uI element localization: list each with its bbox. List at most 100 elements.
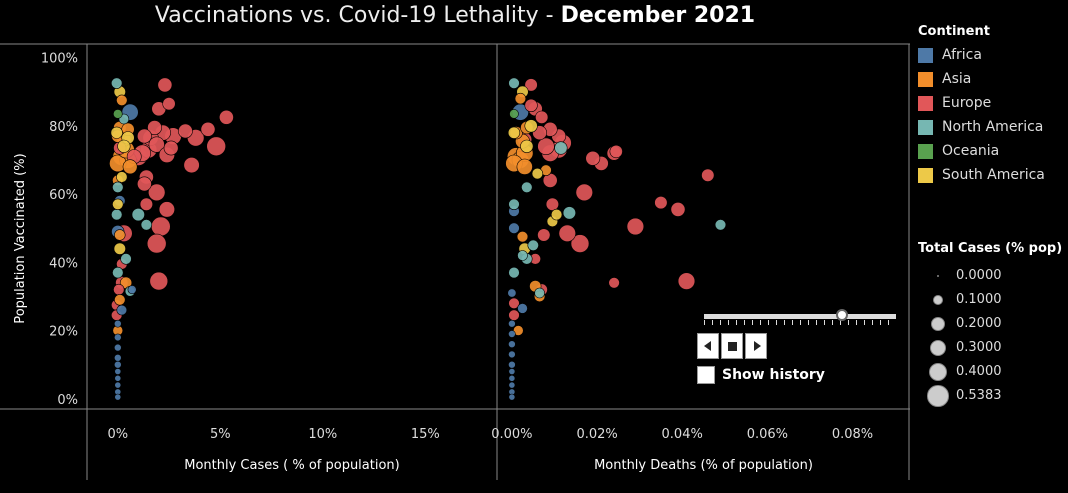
time-slider-thumb[interactable] [836,309,849,321]
deaths-point-africa[interactable] [508,222,520,234]
deaths-point-europe[interactable] [677,272,696,290]
cases-point-europe[interactable] [200,121,216,137]
deaths-point-africa[interactable] [508,319,516,328]
deaths-point-south-america[interactable] [550,208,563,221]
cases-point-africa[interactable] [114,368,122,375]
cases-point-europe[interactable] [113,283,125,296]
deaths-point-africa[interactable] [508,374,516,382]
deaths-point-north-america[interactable] [508,198,520,211]
cases-point-south-america[interactable] [117,139,131,153]
cases-point-europe[interactable] [177,123,193,139]
cases-point-asia[interactable] [122,159,138,175]
deaths-point-africa[interactable] [508,360,516,369]
deaths-point-north-america[interactable] [521,181,533,194]
cases-point-africa[interactable] [114,360,122,369]
deaths-point-europe[interactable] [537,137,555,156]
deaths-point-europe[interactable] [626,217,645,236]
cases-point-europe[interactable] [139,197,153,211]
deaths-point-europe[interactable] [535,110,549,124]
deaths-point-africa[interactable] [508,350,516,359]
show-history-checkbox[interactable] [697,366,715,384]
deaths-point-south-america[interactable] [524,119,538,133]
deaths-point-europe[interactable] [508,297,520,309]
cases-point-north-america[interactable] [112,181,124,194]
deaths-point-north-america[interactable] [554,141,568,155]
time-slider[interactable] [704,314,896,319]
cases-point-south-america[interactable] [113,242,126,255]
deaths-point-europe[interactable] [608,277,620,289]
cases-point-europe[interactable] [206,136,226,157]
legend-item-oceania[interactable]: Oceania [918,139,1066,163]
cases-point-europe[interactable] [158,201,175,218]
deaths-point-europe[interactable] [570,234,590,253]
deaths-point-asia[interactable] [516,231,529,243]
deaths-point-north-america[interactable] [534,287,545,299]
deaths-point-asia[interactable] [516,158,533,175]
deaths-point-south-america[interactable] [531,167,544,180]
deaths-point-europe[interactable] [670,201,686,217]
deaths-point-europe[interactable] [524,78,538,92]
cases-point-north-america[interactable] [140,219,153,231]
cases-point-south-america[interactable] [116,171,128,183]
cases-point-europe[interactable] [163,140,179,156]
cases-point-europe[interactable] [136,176,152,192]
cases-point-africa[interactable] [114,353,122,362]
cases-point-africa[interactable] [114,333,122,342]
cases-point-africa[interactable] [114,319,122,328]
cases-point-europe[interactable] [146,233,167,254]
deaths-point-asia[interactable] [514,92,527,105]
cases-point-africa[interactable] [114,374,122,382]
stop-button[interactable] [721,333,743,359]
cases-point-europe[interactable] [149,271,169,291]
legend-item-south-america[interactable]: South America [918,163,1066,187]
cases-point-africa[interactable] [127,285,137,295]
cases-point-europe[interactable] [162,97,176,111]
cases-point-europe[interactable] [148,136,165,153]
deaths-point-north-america[interactable] [508,266,520,279]
legend-item-africa[interactable]: Africa [918,43,1066,67]
deaths-point-europe[interactable] [524,98,538,112]
legend-item-north-america[interactable]: North America [918,115,1066,139]
cases-point-europe[interactable] [136,128,152,144]
cases-point-north-america[interactable] [110,208,123,221]
deaths-point-europe[interactable] [545,197,560,211]
cases-point-north-america[interactable] [112,266,124,279]
cases-point-europe[interactable] [157,77,173,93]
cases-point-north-america[interactable] [120,253,132,265]
cases-point-asia[interactable] [114,294,126,306]
deaths-point-africa[interactable] [508,381,516,389]
legend-item-asia[interactable]: Asia [918,67,1066,91]
deaths-point-oceania[interactable] [509,109,519,119]
deaths-point-north-america[interactable] [508,77,520,89]
deaths-point-africa[interactable] [517,303,528,314]
deaths-point-africa[interactable] [508,330,516,338]
cases-point-europe[interactable] [183,157,200,174]
legend-item-europe[interactable]: Europe [918,91,1066,115]
deaths-point-north-america[interactable] [714,219,727,231]
deaths-point-europe[interactable] [609,144,623,159]
cases-point-south-america[interactable] [112,198,124,211]
deaths-point-europe[interactable] [654,196,668,210]
deaths-point-north-america[interactable] [517,250,528,261]
cases-point-north-america[interactable] [110,77,123,89]
deaths-point-south-america[interactable] [520,139,534,153]
deaths-point-europe[interactable] [508,309,520,321]
deaths-point-south-america[interactable] [507,126,521,139]
cases-point-asia[interactable] [114,229,126,241]
deaths-point-europe[interactable] [558,224,576,243]
cases-point-north-america[interactable] [131,208,145,222]
cases-point-africa[interactable] [114,343,122,352]
deaths-point-africa[interactable] [508,340,516,349]
cases-point-europe[interactable] [151,216,171,237]
cases-point-europe[interactable] [148,183,166,202]
deaths-point-africa[interactable] [508,368,516,375]
cases-point-south-america[interactable] [110,126,123,139]
deaths-point-europe[interactable] [701,168,715,182]
step-back-button[interactable] [697,333,719,359]
show-history-toggle[interactable]: Show history [697,366,825,384]
deaths-point-north-america[interactable] [562,206,577,220]
cases-point-africa[interactable] [114,393,122,401]
deaths-point-europe[interactable] [585,150,601,166]
cases-point-oceania[interactable] [113,109,123,119]
cases-point-africa[interactable] [116,304,128,316]
